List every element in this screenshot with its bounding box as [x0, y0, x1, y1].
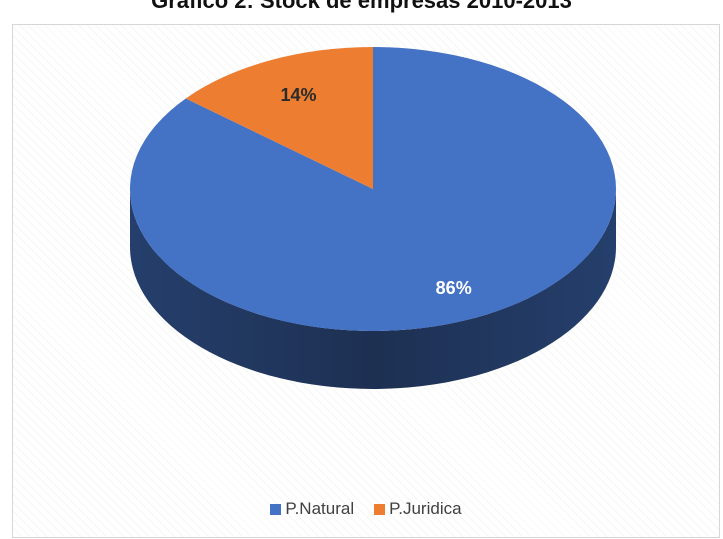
- legend-swatch-p-juridica: [374, 503, 386, 515]
- pie-side: [130, 189, 616, 389]
- legend: P.Natural P.Juridica: [13, 499, 719, 519]
- legend-swatch-p-natural: [270, 503, 282, 515]
- legend-label-p-juridica: P.Juridica: [389, 499, 462, 518]
- legend-label-p-natural: P.Natural: [285, 499, 355, 518]
- legend-item-p-natural[interactable]: P.Natural: [270, 499, 354, 519]
- legend-item-p-juridica[interactable]: P.Juridica: [374, 499, 462, 519]
- pie-chart: 86% 14%: [130, 46, 616, 389]
- chart-area: 86% 14% P.Natural P.Juridica: [12, 24, 720, 538]
- chart-title: Gráfico 2: Stock de empresas 2010-2013: [151, 0, 572, 13]
- pie-slice-p-juridica[interactable]: [185, 46, 373, 189]
- data-label-p-natural: 86%: [436, 278, 472, 298]
- data-label-p-juridica: 14%: [280, 85, 316, 105]
